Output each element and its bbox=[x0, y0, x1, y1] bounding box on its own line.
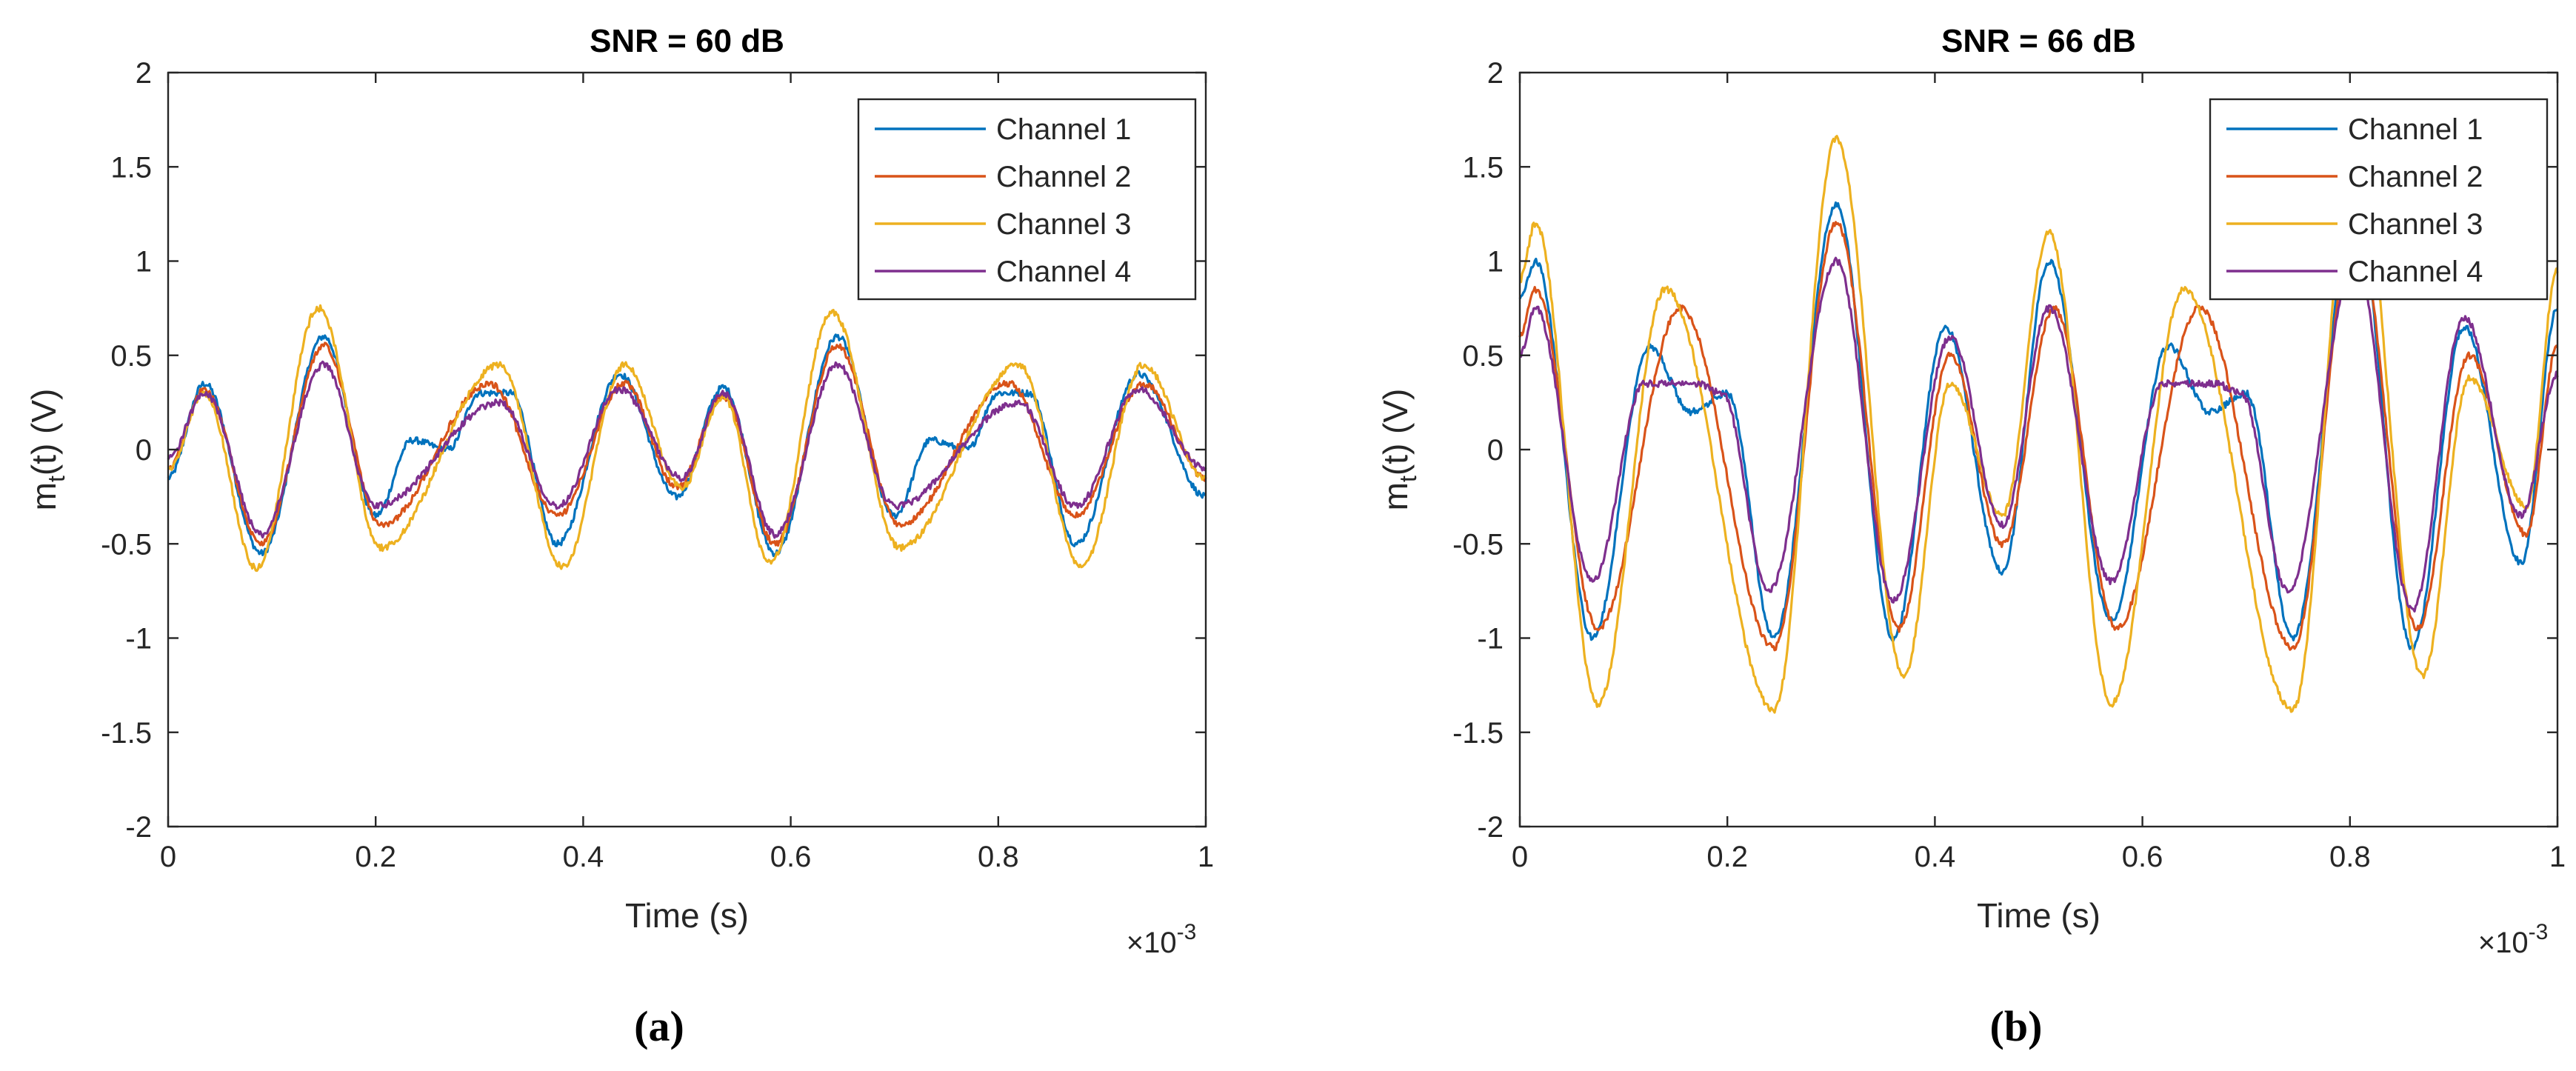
series-line-channel-4 bbox=[167, 360, 1207, 539]
chart-panel-a: SNR = 60 dB 0 0.2 0.4 0.6 0.8 1 -2 -1.5 -1 -0.5 0 0.… bbox=[24, 23, 1214, 959]
x-tick-label: 0.4 bbox=[563, 841, 604, 873]
chart-panel-b: SNR = 66 dB 0 0.2 0.4 0.6 0.8 1 -2 -1.5 -1 -0.5 0 0.… bbox=[1376, 23, 2566, 959]
legend-label-channel-3: Channel 3 bbox=[2348, 208, 2483, 241]
legend-label-channel-2: Channel 2 bbox=[996, 161, 1131, 193]
x-axis-exponent: ×10-3 bbox=[2478, 920, 2549, 959]
x-tick-label: 0.6 bbox=[770, 841, 812, 873]
y-tick-label: 0.5 bbox=[110, 340, 152, 373]
series-line-channel-2 bbox=[1518, 221, 2559, 652]
series-line-channel-3 bbox=[167, 304, 1207, 573]
series-line-channel-4 bbox=[1519, 256, 2559, 613]
x-axis-exponent-power: -3 bbox=[1177, 920, 1197, 944]
y-tick-label: 2 bbox=[1487, 57, 1504, 90]
legend-label-channel-1: Channel 1 bbox=[996, 113, 1131, 146]
y-tick-label: 1 bbox=[1487, 246, 1504, 278]
legend: Channel 1 Channel 2 Channel 3 Channel 4 bbox=[2209, 98, 2549, 301]
y-tick-label: 2 bbox=[136, 57, 152, 90]
y-axis-label-subscript: t bbox=[1395, 476, 1421, 482]
y-axis-label: mt(t) (V) bbox=[1376, 389, 1421, 511]
chart-title: SNR = 60 dB bbox=[590, 23, 784, 59]
legend-label-channel-3: Channel 3 bbox=[996, 208, 1131, 241]
y-tick-label: 0.5 bbox=[1462, 340, 1504, 373]
x-axis-exponent-base: ×10 bbox=[2478, 927, 2529, 959]
legend-box bbox=[857, 98, 1197, 301]
y-tick-label: 1.5 bbox=[110, 151, 152, 184]
chart-title: SNR = 66 dB bbox=[1941, 23, 2136, 59]
x-tick-label: 0.8 bbox=[978, 841, 1019, 873]
caption-a: (a) bbox=[634, 1002, 684, 1050]
x-axis-label: Time (s) bbox=[1977, 896, 2100, 935]
y-tick-label: -1 bbox=[1477, 623, 1504, 655]
y-tick-label: 1.5 bbox=[1462, 151, 1504, 184]
y-tick-label: -0.5 bbox=[1452, 528, 1504, 561]
y-axis-label-symbol: m bbox=[24, 482, 63, 510]
x-tick-label: 1 bbox=[2549, 841, 2566, 873]
x-tick-label: 1 bbox=[1198, 841, 1214, 873]
legend-label-channel-1: Channel 1 bbox=[2348, 113, 2483, 146]
y-tick-label: 0 bbox=[136, 434, 152, 467]
x-axis-exponent-power: -3 bbox=[2529, 920, 2549, 944]
y-axis-label: mt(t) (V) bbox=[24, 389, 70, 511]
x-axis-exponent-base: ×10 bbox=[1127, 927, 1177, 959]
y-tick-label: 1 bbox=[136, 246, 152, 278]
x-axis-exponent: ×10-3 bbox=[1127, 920, 1197, 959]
caption-b: (b) bbox=[1990, 1002, 2043, 1050]
x-axis-label: Time (s) bbox=[625, 896, 749, 935]
series-line-channel-3 bbox=[1518, 135, 2559, 714]
y-tick-label: -2 bbox=[125, 811, 152, 844]
x-tick-label: 0.2 bbox=[1706, 841, 1748, 873]
x-tick-label: 0 bbox=[160, 841, 176, 873]
y-tick-label: -0.5 bbox=[101, 528, 152, 561]
legend-label-channel-4: Channel 4 bbox=[2348, 256, 2483, 288]
legend-label-channel-2: Channel 2 bbox=[2348, 161, 2483, 193]
x-tick-label: 0.2 bbox=[355, 841, 396, 873]
legend-box bbox=[2209, 98, 2549, 301]
x-tick-label: 0.4 bbox=[1915, 841, 1956, 873]
y-axis-label-subscript: t bbox=[43, 476, 70, 482]
x-tick-label: 0 bbox=[1512, 841, 1528, 873]
y-tick-label: -2 bbox=[1477, 811, 1504, 844]
legend: Channel 1 Channel 2 Channel 3 Channel 4 bbox=[857, 98, 1197, 301]
y-axis-label-rest: (t) (V) bbox=[1376, 389, 1415, 476]
y-tick-label: 0 bbox=[1487, 434, 1504, 467]
y-tick-label: -1.5 bbox=[1452, 717, 1504, 750]
y-tick-label: -1.5 bbox=[101, 717, 152, 750]
y-tick-label: -1 bbox=[125, 623, 152, 655]
x-tick-label: 0.6 bbox=[2122, 841, 2163, 873]
y-axis-label-rest: (t) (V) bbox=[24, 389, 63, 476]
x-tick-label: 0.8 bbox=[2329, 841, 2371, 873]
y-axis-label-symbol: m bbox=[1376, 482, 1415, 510]
legend-label-channel-4: Channel 4 bbox=[996, 256, 1131, 288]
